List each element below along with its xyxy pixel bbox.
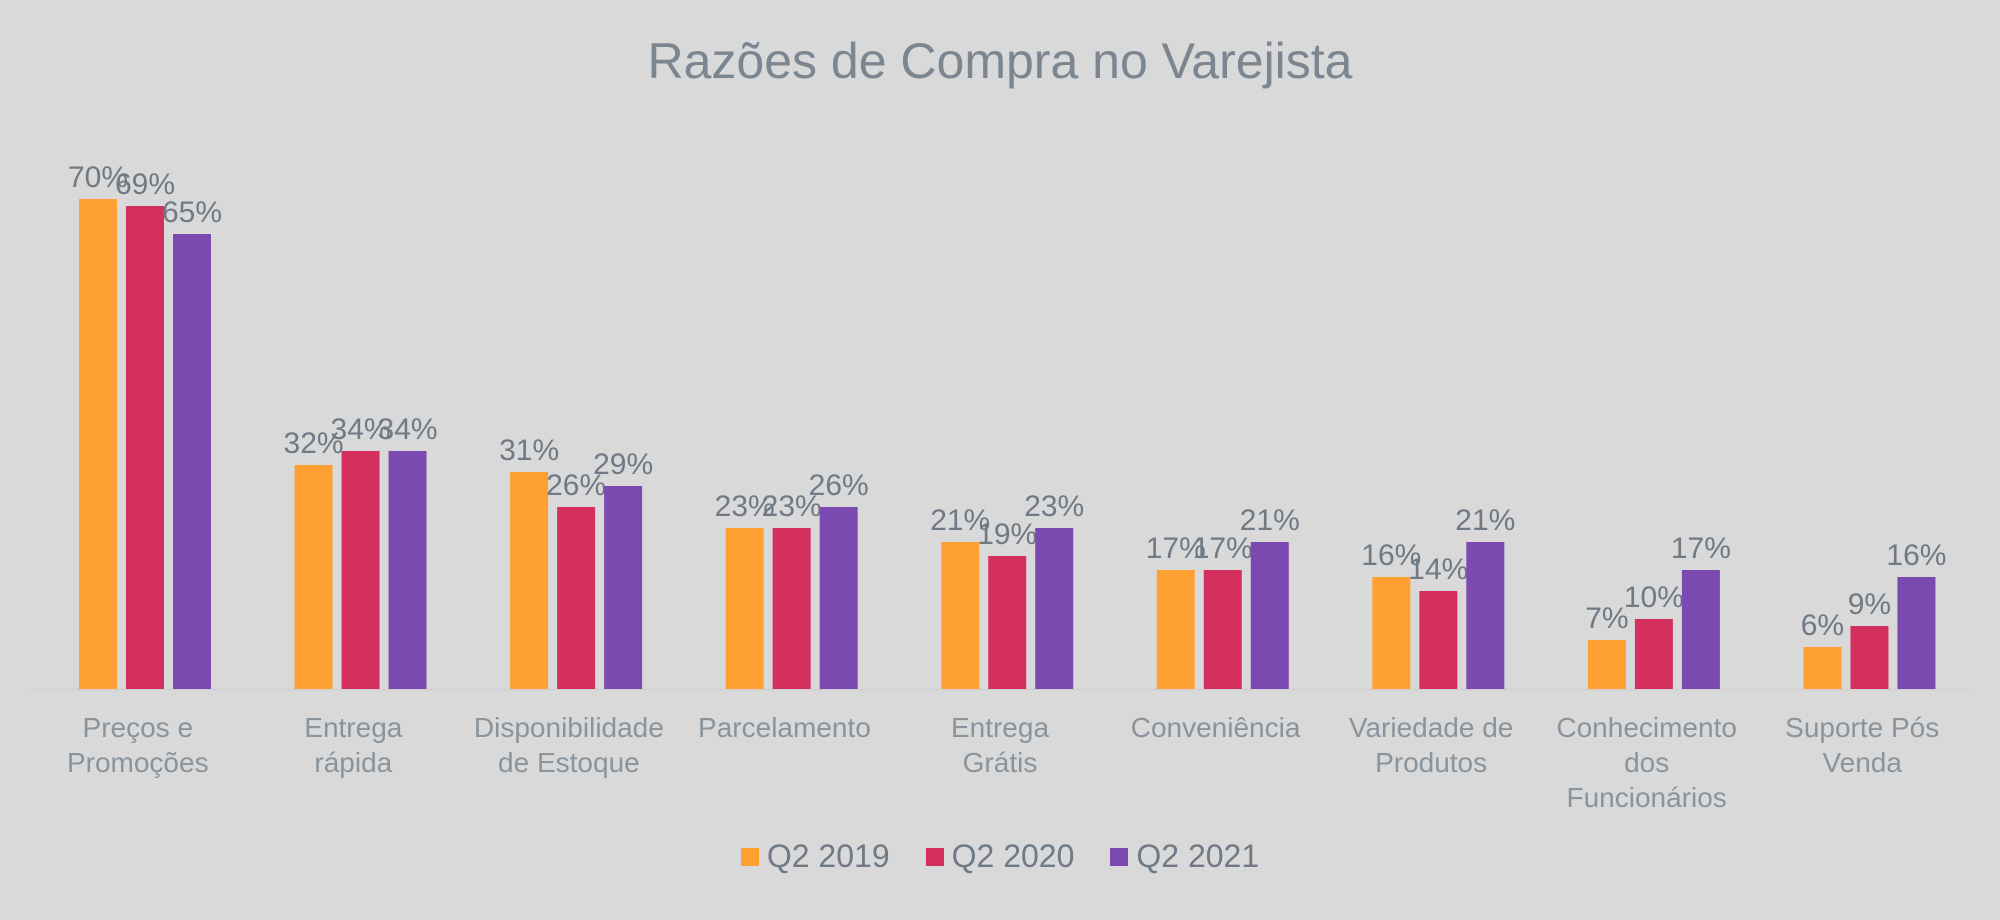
data-label: 26% (809, 469, 869, 502)
bar (294, 465, 333, 689)
data-label: 21% (1240, 504, 1300, 537)
category-label: Variedade de Produtos (1349, 712, 1514, 778)
data-label: 16% (1886, 539, 1946, 572)
data-label: 14% (1408, 553, 1468, 586)
legend-label: Q2 2019 (766, 838, 890, 874)
data-label: 19% (977, 518, 1037, 551)
bar (126, 206, 164, 689)
bar (1419, 591, 1458, 689)
data-label: 6% (1801, 609, 1844, 642)
data-label: 17% (1193, 532, 1253, 565)
legend-swatch (740, 847, 759, 866)
bar (725, 528, 764, 689)
bar (1681, 570, 1720, 689)
data-label: 23% (715, 490, 775, 523)
chart-title: Razões de Compra no Varejista (647, 33, 1353, 89)
data-label: 32% (284, 427, 344, 460)
legend-swatch (1110, 847, 1129, 866)
data-label: 34% (331, 413, 391, 446)
category-label: Conhecimento dos Funcionários (1556, 712, 1737, 813)
bar (388, 451, 427, 689)
data-label: 10% (1624, 581, 1684, 614)
data-label: 29% (593, 448, 653, 481)
data-label: 21% (930, 504, 990, 537)
bar (1897, 577, 1936, 689)
data-label: 23% (762, 490, 822, 523)
data-label: 16% (1361, 539, 1421, 572)
bar (1203, 570, 1242, 689)
bar (1466, 542, 1505, 689)
legend: Q2 2019 Q2 2020 Q2 2021 (0, 838, 2000, 875)
bar (173, 234, 211, 689)
data-label: 31% (499, 434, 559, 467)
bar (79, 199, 117, 689)
bar (1035, 528, 1074, 689)
bar (1634, 619, 1673, 689)
category-label: Parcelamento (698, 712, 871, 743)
bar (772, 528, 811, 689)
category-label: Disponibilidade de Estoque (474, 712, 664, 778)
bar (819, 507, 858, 689)
bar (988, 556, 1027, 689)
bar (1156, 570, 1195, 689)
legend-swatch (925, 847, 944, 866)
data-label: 34% (378, 413, 438, 446)
bar (341, 451, 380, 689)
legend-label: Q2 2021 (1136, 838, 1260, 874)
bar (1850, 626, 1889, 689)
data-label: 17% (1146, 532, 1206, 565)
category-label: Preços e Promoções (67, 712, 209, 778)
legend-label: Q2 2020 (951, 838, 1075, 874)
bar (1372, 577, 1411, 689)
data-label: 69% (115, 168, 175, 201)
data-label: 26% (546, 469, 606, 502)
data-label: 23% (1024, 490, 1084, 523)
data-label: 70% (68, 161, 128, 194)
legend-item: Q2 2019 (740, 838, 890, 875)
data-label: 21% (1455, 504, 1515, 537)
data-label: 17% (1671, 532, 1731, 565)
category-label: Suporte Pós Venda (1785, 712, 1939, 778)
data-label: 65% (162, 196, 222, 229)
bar (1250, 542, 1289, 689)
bar (941, 542, 980, 689)
legend-item: Q2 2021 (1110, 838, 1259, 875)
bar (510, 472, 549, 689)
bar (1587, 640, 1626, 689)
bar (604, 486, 643, 689)
category-label: Entrega rápida (304, 712, 402, 778)
data-label: 7% (1585, 602, 1628, 635)
category-label: Conveniência (1131, 712, 1301, 743)
bar (1803, 647, 1842, 689)
bar (557, 507, 596, 689)
category-label: Entrega Grátis (951, 712, 1049, 778)
legend-item: Q2 2020 (925, 838, 1075, 875)
data-label: 9% (1848, 588, 1891, 621)
